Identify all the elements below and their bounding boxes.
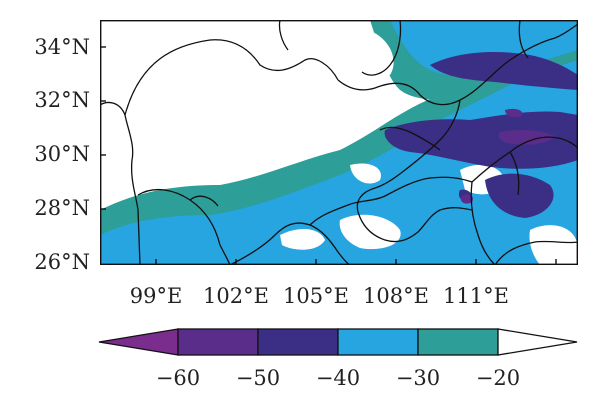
x-tick-99e: 99°E — [129, 284, 183, 308]
colorbar-bin-30-20 — [417, 328, 499, 356]
colorbar-extend-high — [497, 328, 578, 356]
map-panel — [100, 20, 578, 265]
colorbar-tick-minus60: −60 — [155, 366, 201, 390]
y-tick-26n: 26°N — [34, 250, 90, 274]
mid-purple-contour-region — [460, 108, 555, 204]
administrative-boundaries — [100, 20, 578, 265]
deep-purple-contour-region — [384, 52, 578, 218]
y-tick-30n: 30°N — [34, 142, 90, 166]
y-tick-34n: 34°N — [34, 35, 90, 59]
colorbar-tick-minus20: −20 — [475, 366, 521, 390]
colorbar-tick-minus30: −30 — [395, 366, 441, 390]
no-data-region — [128, 22, 578, 265]
x-tick-108e: 108°E — [363, 284, 429, 308]
colorbar-bin-60-50 — [177, 328, 259, 356]
x-tick-111e: 111°E — [443, 284, 509, 308]
map-frame — [100, 20, 578, 265]
colorbar-tick-minus40: −40 — [315, 366, 361, 390]
x-tick-102e: 102°E — [203, 284, 269, 308]
x-tick-105e: 105°E — [283, 284, 349, 308]
y-tick-28n: 28°N — [34, 196, 90, 220]
map-canvas — [100, 20, 578, 265]
y-tick-32n: 32°N — [34, 88, 90, 112]
colorbar-bin-40-30 — [337, 328, 419, 356]
colorbar — [98, 328, 578, 356]
colorbar-tick-minus50: −50 — [235, 366, 281, 390]
colorbar-extend-low — [98, 328, 179, 356]
colorbar-bin-50-40 — [257, 328, 339, 356]
